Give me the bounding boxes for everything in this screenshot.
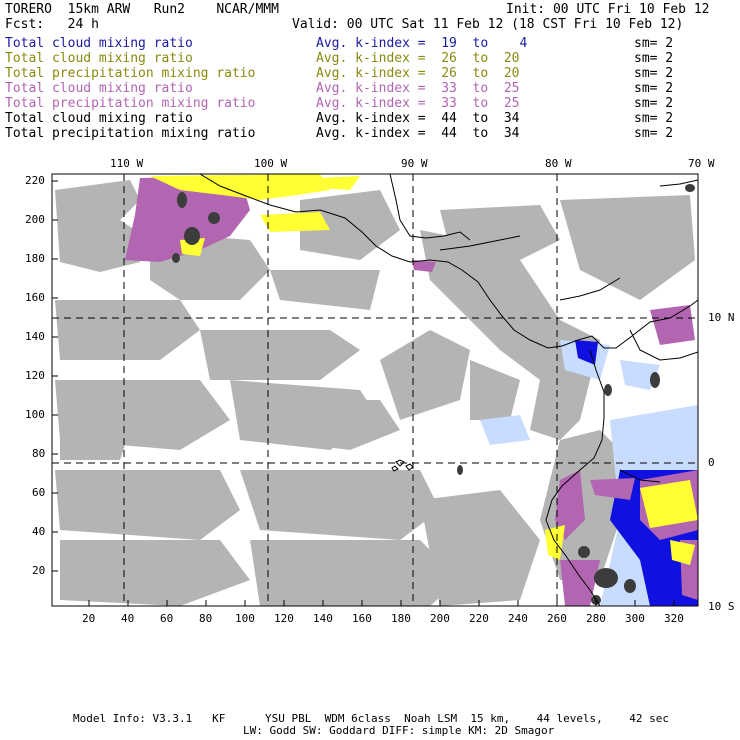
lon-label: 110 W bbox=[110, 157, 144, 170]
x-tick-label: 240 bbox=[508, 612, 528, 625]
legend-smoothing: sm= 2 bbox=[634, 96, 674, 111]
x-tick-label: 60 bbox=[160, 612, 174, 625]
yellow-areas bbox=[150, 174, 698, 565]
dark-cores bbox=[172, 184, 695, 605]
x-tick-label: 220 bbox=[469, 612, 489, 625]
legend-field: Total precipitation mixing ratio bbox=[5, 126, 256, 141]
y-tick-label: 40 bbox=[32, 525, 46, 538]
lat-label: 0 bbox=[708, 456, 715, 469]
cloud-field bbox=[55, 174, 698, 606]
legend-smoothing: sm= 2 bbox=[634, 66, 674, 81]
lon-label: 90 W bbox=[401, 157, 428, 170]
cloud-gray-areas bbox=[55, 180, 695, 606]
legend-stat: Avg. k-index = 26 to 20 bbox=[316, 51, 520, 66]
x-tick-label: 80 bbox=[199, 612, 213, 625]
forecast-hour: Fcst: 24 h bbox=[5, 17, 99, 32]
init-time: Init: 00 UTC Fri 10 Feb 12 bbox=[506, 2, 710, 17]
legend-field: Total precipitation mixing ratio bbox=[5, 96, 256, 111]
lon-label: 70 W bbox=[688, 157, 715, 170]
legend-smoothing: sm= 2 bbox=[634, 111, 674, 126]
y-tick-label: 60 bbox=[32, 486, 46, 499]
legend-field: Total cloud mixing ratio bbox=[5, 111, 193, 126]
legend-field: Total cloud mixing ratio bbox=[5, 51, 193, 66]
x-tick-label: 140 bbox=[313, 612, 333, 625]
legend-field: Total cloud mixing ratio bbox=[5, 81, 193, 96]
legend-stat: Avg. k-index = 44 to 34 bbox=[316, 111, 520, 126]
x-tick-label: 260 bbox=[547, 612, 567, 625]
x-tick-label: 200 bbox=[430, 612, 450, 625]
y-tick-label: 140 bbox=[25, 330, 45, 343]
lon-label: 80 W bbox=[545, 157, 572, 170]
valid-time: Valid: 00 UTC Sat 11 Feb 12 (18 CST Fri … bbox=[292, 17, 684, 32]
physics-info: LW: Godd SW: Goddard DIFF: simple KM: 2D… bbox=[243, 724, 555, 737]
y-tick-label: 220 bbox=[25, 174, 45, 187]
legend-smoothing: sm= 2 bbox=[634, 81, 674, 96]
legend-smoothing: sm= 2 bbox=[634, 36, 674, 51]
x-tick-label: 20 bbox=[82, 612, 96, 625]
y-tick-label: 180 bbox=[25, 252, 45, 265]
legend-smoothing: sm= 2 bbox=[634, 126, 674, 141]
legend-smoothing: sm= 2 bbox=[634, 51, 674, 66]
legend-stat: Avg. k-index = 44 to 34 bbox=[316, 126, 520, 141]
lat-label: 10 S bbox=[708, 600, 735, 613]
x-tick-label: 100 bbox=[235, 612, 255, 625]
x-tick-label: 120 bbox=[274, 612, 294, 625]
legend-field: Total cloud mixing ratio bbox=[5, 36, 193, 51]
x-tick-label: 320 bbox=[664, 612, 684, 625]
legend-field: Total precipitation mixing ratio bbox=[5, 66, 256, 81]
y-tick-label: 160 bbox=[25, 291, 45, 304]
x-tick-label: 160 bbox=[352, 612, 372, 625]
x-tick-label: 300 bbox=[625, 612, 645, 625]
y-tick-label: 200 bbox=[25, 213, 45, 226]
x-tick-label: 280 bbox=[586, 612, 606, 625]
legend-stat: Avg. k-index = 19 to 4 bbox=[316, 36, 528, 51]
y-tick-label: 80 bbox=[32, 447, 46, 460]
model-title: TORERO 15km ARW Run2 NCAR/MMM bbox=[5, 2, 279, 17]
coastlines bbox=[199, 174, 698, 606]
legend-stat: Avg. k-index = 26 to 20 bbox=[316, 66, 520, 81]
axis-ticks bbox=[52, 180, 675, 606]
y-tick-label: 120 bbox=[25, 369, 45, 382]
map-frame bbox=[51, 173, 699, 607]
lat-lon-grid bbox=[52, 174, 698, 606]
x-tick-label: 180 bbox=[391, 612, 411, 625]
lat-label: 10 N bbox=[708, 311, 735, 324]
lon-label: 100 W bbox=[254, 157, 288, 170]
legend-stat: Avg. k-index = 33 to 25 bbox=[316, 81, 520, 96]
model-info: Model Info: V3.3.1 KF YSU PBL WDM 6class… bbox=[73, 712, 670, 725]
x-tick-label: 40 bbox=[121, 612, 135, 625]
legend-stat: Avg. k-index = 33 to 25 bbox=[316, 96, 520, 111]
y-tick-label: 100 bbox=[25, 408, 45, 421]
y-tick-label: 20 bbox=[32, 564, 46, 577]
